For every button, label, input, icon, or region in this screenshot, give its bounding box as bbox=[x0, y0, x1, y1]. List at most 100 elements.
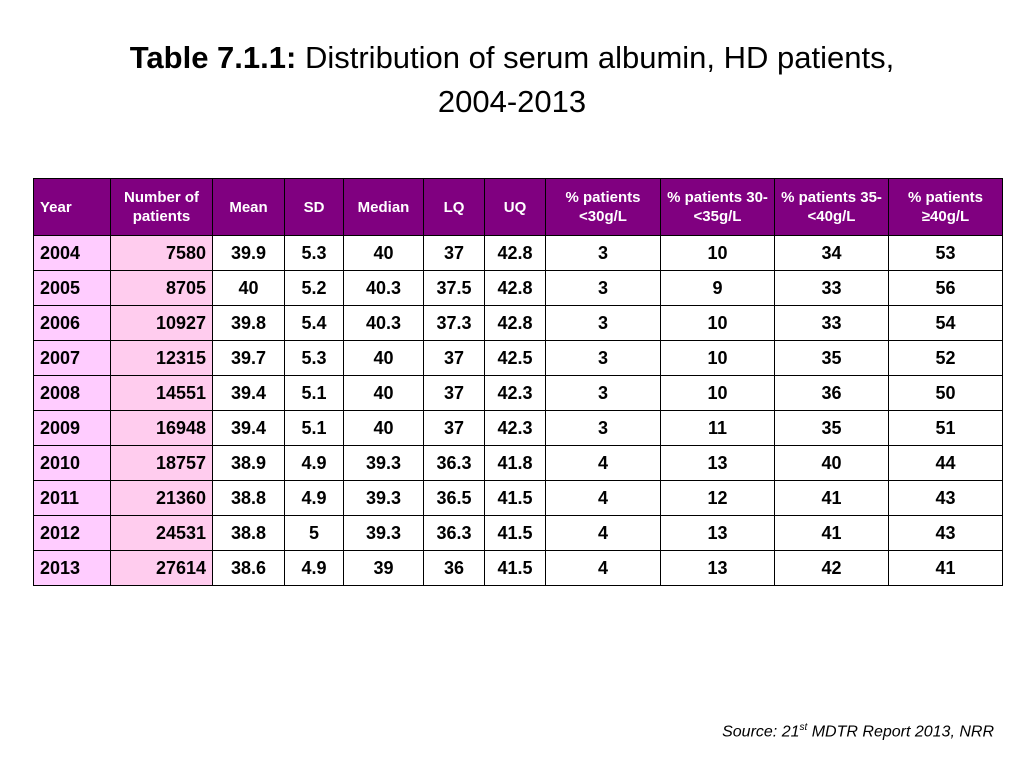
table-cell: 50 bbox=[888, 375, 1003, 411]
table-cell: 3 bbox=[545, 305, 661, 341]
table-row: 2007 12315 39.7 5.3 40 37 42.5 3 10 35 52 bbox=[33, 340, 1003, 376]
table-body: 2004 7580 39.9 5.3 40 37 42.8 3 10 34 53 2005 8705 40… bbox=[33, 235, 1003, 586]
patients-cell: 12315 bbox=[110, 340, 213, 376]
source-suffix: MDTR Report 2013, NRR bbox=[807, 723, 994, 741]
year-cell: 2006 bbox=[33, 305, 111, 341]
table-cell: 5.1 bbox=[284, 375, 344, 411]
table-cell: 42.3 bbox=[484, 410, 546, 446]
table-cell: 4 bbox=[545, 550, 661, 586]
table-cell: 39.7 bbox=[212, 340, 285, 376]
table-cell: 51 bbox=[888, 410, 1003, 446]
table-cell: 42 bbox=[774, 550, 889, 586]
table-row: 2012 24531 38.8 5 39.3 36.3 41.5 4 13 41 43 bbox=[33, 515, 1003, 551]
table-cell: 5.4 bbox=[284, 305, 344, 341]
table-cell: 40.3 bbox=[343, 305, 424, 341]
table-cell: 36 bbox=[774, 375, 889, 411]
title-text: Distribution of serum albumin, HD patien… bbox=[304, 40, 895, 75]
table-cell: 33 bbox=[774, 270, 889, 306]
column-header: UQ bbox=[484, 178, 546, 236]
table-cell: 43 bbox=[888, 480, 1003, 516]
table-cell: 36 bbox=[423, 550, 485, 586]
patients-cell: 24531 bbox=[110, 515, 213, 551]
table-cell: 4 bbox=[545, 445, 661, 481]
table-cell: 42.8 bbox=[484, 270, 546, 306]
table-cell: 11 bbox=[660, 410, 775, 446]
patients-cell: 8705 bbox=[110, 270, 213, 306]
table-cell: 37.3 bbox=[423, 305, 485, 341]
column-header: Median bbox=[343, 178, 424, 236]
table-cell: 53 bbox=[888, 235, 1003, 271]
table-row: 2010 18757 38.9 4.9 39.3 36.3 41.8 4 13 40 44 bbox=[33, 445, 1003, 481]
table-cell: 38.6 bbox=[212, 550, 285, 586]
table-cell: 40 bbox=[343, 375, 424, 411]
table-cell: 39.4 bbox=[212, 375, 285, 411]
column-header: % patients 35-<40g/L bbox=[774, 178, 889, 236]
table-cell: 3 bbox=[545, 375, 661, 411]
table-row: 2005 8705 40 5.2 40.3 37.5 42.8 3 9 33 56 bbox=[33, 270, 1003, 306]
table-cell: 39.9 bbox=[212, 235, 285, 271]
table-cell: 41.5 bbox=[484, 515, 546, 551]
table-cell: 41 bbox=[774, 480, 889, 516]
table-cell: 3 bbox=[545, 270, 661, 306]
table-cell: 40 bbox=[212, 270, 285, 306]
patients-cell: 7580 bbox=[110, 235, 213, 271]
table-cell: 5.3 bbox=[284, 340, 344, 376]
table-cell: 43 bbox=[888, 515, 1003, 551]
table-cell: 3 bbox=[545, 235, 661, 271]
year-cell: 2013 bbox=[33, 550, 111, 586]
table-cell: 10 bbox=[660, 235, 775, 271]
table-cell: 39.3 bbox=[343, 480, 424, 516]
table-cell: 33 bbox=[774, 305, 889, 341]
patients-cell: 27614 bbox=[110, 550, 213, 586]
table-cell: 4 bbox=[545, 515, 661, 551]
table-cell: 44 bbox=[888, 445, 1003, 481]
table-cell: 36.3 bbox=[423, 515, 485, 551]
table-cell: 38.8 bbox=[212, 515, 285, 551]
table-header-row: Year Number of patients Mean SD Median L… bbox=[33, 178, 1003, 236]
table-cell: 35 bbox=[774, 410, 889, 446]
table-row: 2006 10927 39.8 5.4 40.3 37.3 42.8 3 10 33 54 bbox=[33, 305, 1003, 341]
albumin-table: Year Number of patients Mean SD Median L… bbox=[33, 178, 1003, 586]
column-header: LQ bbox=[423, 178, 485, 236]
table-cell: 4.9 bbox=[284, 445, 344, 481]
table-cell: 13 bbox=[660, 445, 775, 481]
table-cell: 42.3 bbox=[484, 375, 546, 411]
year-cell: 2005 bbox=[33, 270, 111, 306]
source-superscript: st bbox=[799, 722, 808, 733]
table-cell: 42.5 bbox=[484, 340, 546, 376]
table-cell: 10 bbox=[660, 340, 775, 376]
table-cell: 5.3 bbox=[284, 235, 344, 271]
table-cell: 54 bbox=[888, 305, 1003, 341]
table-cell: 41.8 bbox=[484, 445, 546, 481]
column-header: % patients <30g/L bbox=[545, 178, 661, 236]
year-cell: 2009 bbox=[33, 410, 111, 446]
table-cell: 5 bbox=[284, 515, 344, 551]
table-cell: 4 bbox=[545, 480, 661, 516]
table-cell: 4.9 bbox=[284, 550, 344, 586]
patients-cell: 16948 bbox=[110, 410, 213, 446]
year-cell: 2011 bbox=[33, 480, 111, 516]
table-cell: 41 bbox=[774, 515, 889, 551]
table-row: 2009 16948 39.4 5.1 40 37 42.3 3 11 35 51 bbox=[33, 410, 1003, 446]
table-cell: 39.8 bbox=[212, 305, 285, 341]
table-cell: 37 bbox=[423, 235, 485, 271]
year-cell: 2010 bbox=[33, 445, 111, 481]
table-cell: 42.8 bbox=[484, 305, 546, 341]
table-cell: 34 bbox=[774, 235, 889, 271]
table-cell: 40 bbox=[774, 445, 889, 481]
table-cell: 40 bbox=[343, 340, 424, 376]
year-cell: 2012 bbox=[33, 515, 111, 551]
table-cell: 39.3 bbox=[343, 445, 424, 481]
table-cell: 41.5 bbox=[484, 550, 546, 586]
table-cell: 35 bbox=[774, 340, 889, 376]
table-cell: 10 bbox=[660, 375, 775, 411]
table-cell: 5.2 bbox=[284, 270, 344, 306]
table-cell: 41 bbox=[888, 550, 1003, 586]
column-header: Mean bbox=[212, 178, 285, 236]
table-row: 2013 27614 38.6 4.9 39 36 41.5 4 13 42 41 bbox=[33, 550, 1003, 586]
table-cell: 40.3 bbox=[343, 270, 424, 306]
table-cell: 42.8 bbox=[484, 235, 546, 271]
source-note: Source: 21st MDTR Report 2013, NRR bbox=[722, 722, 994, 741]
patients-cell: 21360 bbox=[110, 480, 213, 516]
table-row: 2011 21360 38.8 4.9 39.3 36.5 41.5 4 12 41 43 bbox=[33, 480, 1003, 516]
